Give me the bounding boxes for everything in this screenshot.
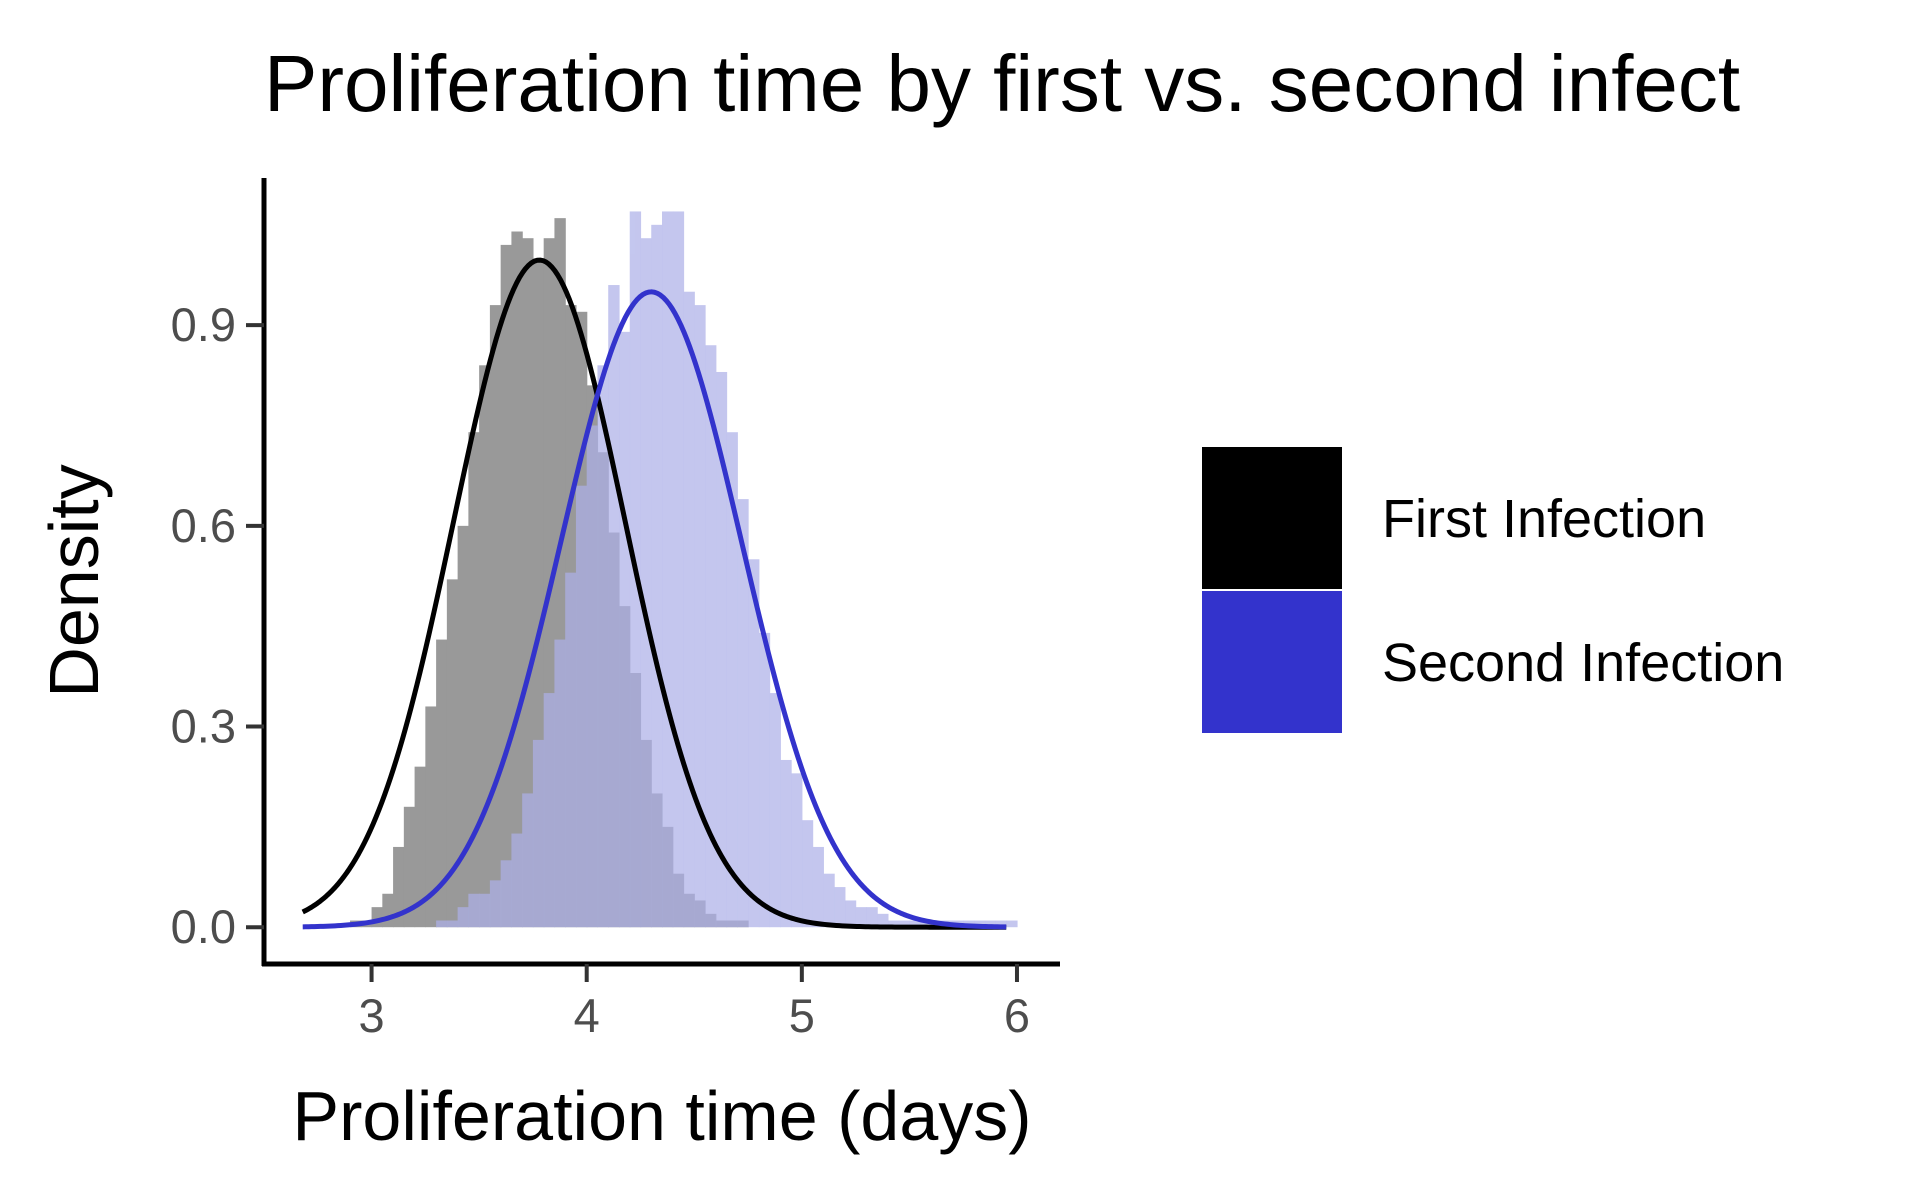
histogram-bar [489, 880, 502, 928]
histogram-bar [726, 432, 738, 928]
histogram-bar [500, 244, 513, 928]
histogram-bar [457, 907, 469, 928]
x-tick-label: 3 [358, 989, 384, 1042]
histogram-bar [382, 893, 394, 928]
histogram-bar [468, 893, 480, 928]
histogram-bar [425, 706, 437, 928]
histogram-bar [844, 900, 857, 928]
x-tick-label: 5 [789, 989, 815, 1042]
histogram-bar [489, 305, 502, 928]
histogram-bar [651, 224, 663, 928]
histogram-bar [522, 238, 534, 928]
legend: First Infection Second Infection [1202, 447, 1784, 733]
histogram-bar [597, 365, 609, 928]
histogram-bar [791, 773, 803, 928]
histogram-bar [1006, 920, 1018, 928]
histogram-bar [575, 485, 588, 928]
axes: 0.0 0.3 0.6 0.9 3 4 5 6 Proliferation time (days… [35, 178, 1060, 1155]
histogram-bar [866, 907, 878, 928]
histogram-bar [683, 291, 695, 928]
histogram-bar [414, 766, 426, 928]
histogram-bar [758, 632, 771, 928]
histogram-bar [855, 907, 867, 928]
y-tick-label: 0.6 [171, 499, 236, 552]
histogram-bar [737, 499, 749, 928]
legend-key-second-infection [1202, 591, 1342, 733]
histogram-bar [995, 920, 1007, 928]
histogram-bar [608, 285, 620, 928]
histogram-bar [468, 432, 480, 928]
histogram-bar [511, 833, 523, 928]
y-axis-title: Density [35, 464, 113, 697]
histogram-bar [748, 559, 760, 928]
histogram-bar [823, 873, 835, 928]
histogram-bar [522, 793, 534, 928]
histogram-bar [672, 211, 685, 928]
x-tick-label: 4 [574, 989, 600, 1042]
histogram-bar [780, 759, 792, 928]
histogram-bar [801, 820, 814, 928]
histogram-bar [640, 238, 652, 928]
histogram-bar [479, 893, 491, 928]
histogram-bar [436, 639, 448, 928]
histogram-bar [984, 920, 997, 928]
histogram-bar [812, 846, 824, 928]
histogram-bar [457, 525, 469, 928]
histogram-bar [393, 846, 405, 928]
legend-key-first-infection [1202, 447, 1342, 589]
y-tick-label: 0.0 [171, 900, 236, 953]
y-tick-label: 0.3 [171, 700, 236, 753]
histogram-bar [532, 739, 545, 928]
histogram-bar [371, 907, 383, 928]
histogram-bar [618, 331, 631, 928]
histogram-bar [834, 887, 846, 928]
histogram-bar [554, 639, 566, 928]
x-axis-title: Proliferation time (days) [292, 1077, 1031, 1155]
histogram-bar [715, 371, 728, 928]
histogram-bar [532, 258, 545, 928]
histogram-bar [586, 425, 599, 928]
histogram-bar [554, 218, 566, 928]
histogram-bar [511, 231, 523, 928]
chart-title: Proliferation time by first vs. second i… [264, 39, 1741, 128]
density-curve-second-infection [302, 289, 1007, 930]
density-curves [301, 257, 1007, 930]
histogram-bar [446, 579, 459, 928]
histogram-bar [898, 920, 911, 928]
histogram-bar [769, 693, 781, 928]
histogram-bar [565, 572, 577, 928]
histogram-bar [662, 211, 674, 928]
y-tick-label: 0.9 [171, 298, 236, 351]
histogram-bar [500, 860, 513, 928]
histogram-layer [350, 211, 1018, 928]
histogram-bar [436, 920, 448, 928]
histogram-bar [909, 920, 921, 928]
histogram-bar [694, 305, 706, 928]
histogram-bar [479, 365, 491, 928]
legend-label-first-infection: First Infection [1382, 489, 1706, 549]
histogram-bar [543, 693, 556, 928]
histogram-bar [705, 345, 717, 928]
x-tick-label: 6 [1004, 989, 1030, 1042]
histogram-bar [403, 806, 416, 928]
legend-label-second-infection: Second Infection [1382, 633, 1784, 693]
histogram-bar [446, 920, 459, 928]
density-curve-first-infection [301, 257, 1007, 930]
histogram-bar [887, 920, 900, 928]
histogram-bar [920, 920, 932, 928]
histogram-bar [877, 913, 889, 928]
